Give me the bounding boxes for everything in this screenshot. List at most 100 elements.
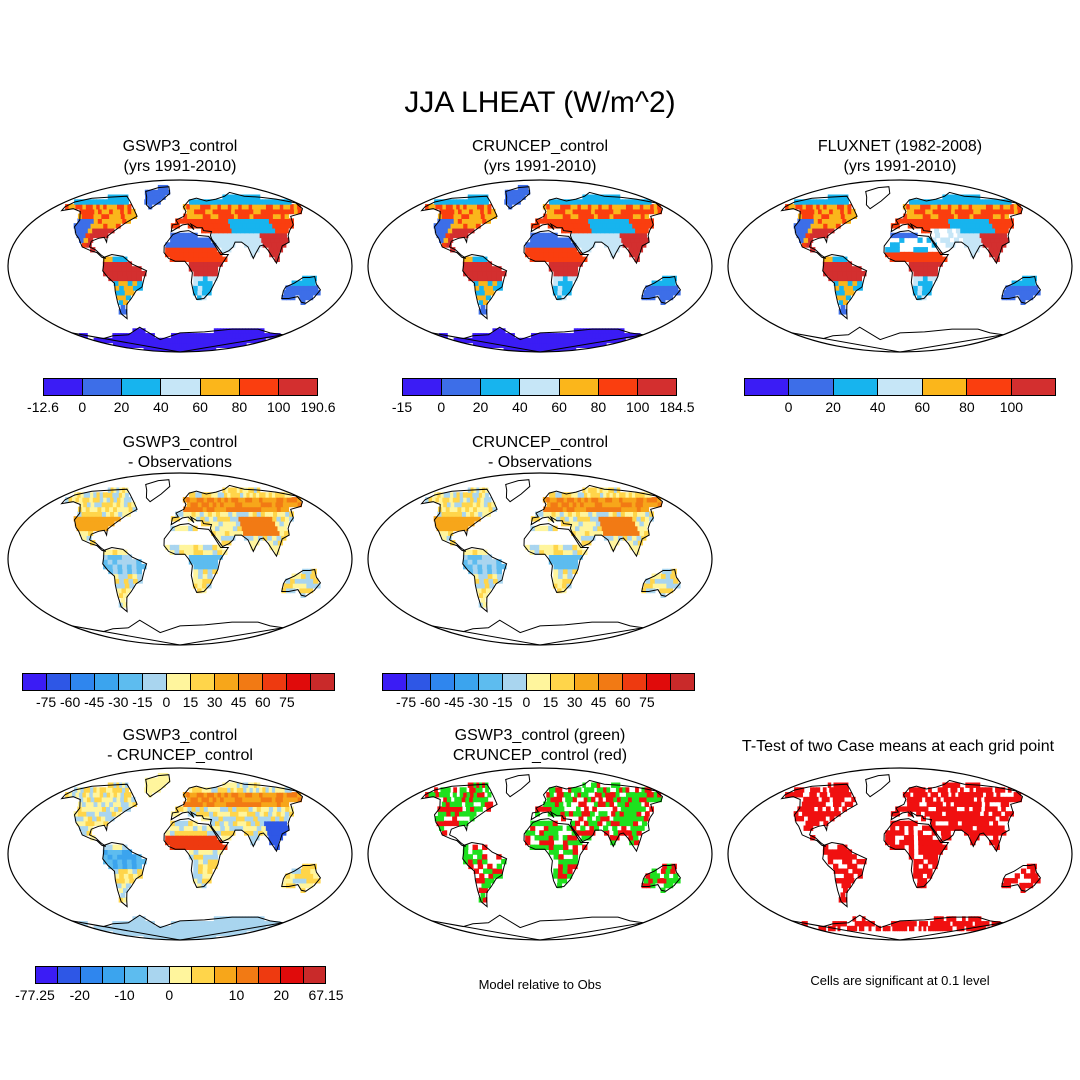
grid-cell: [122, 844, 128, 850]
grid-cell: [234, 792, 239, 798]
grid-cell: [916, 204, 921, 210]
grid-cell: [82, 811, 87, 817]
grid-cell: [653, 208, 659, 215]
grid-cell: [97, 213, 102, 219]
grid-cell: [96, 925, 100, 932]
grid-cell: [150, 337, 154, 344]
grid-cell: [238, 930, 242, 936]
grid-cell: [214, 815, 220, 822]
grid-cell: [639, 815, 645, 822]
grid-cell: [454, 525, 460, 532]
grid-cell: [206, 935, 209, 940]
grid-cell: [92, 815, 98, 822]
grid-cell: [903, 251, 910, 258]
grid-cell: [875, 925, 879, 932]
grid-cell: [461, 208, 466, 215]
coastline-namerica: [60, 195, 138, 259]
grid-cell: [225, 930, 229, 936]
grid-cell: [123, 792, 128, 798]
grid-cell: [456, 497, 461, 503]
grid-cell: [620, 337, 624, 344]
grid-cell: [216, 501, 221, 508]
grid-cell: [146, 347, 149, 352]
grid-cell: [974, 916, 979, 922]
grid-cell: [548, 787, 553, 793]
grid-cell: [122, 930, 125, 936]
grid-cell: [1017, 208, 1022, 215]
grid-cell: [525, 251, 531, 258]
grid-cell: [428, 792, 433, 798]
grid-cell: [222, 194, 226, 200]
grid-cell: [641, 492, 646, 498]
grid-cell: [222, 337, 226, 344]
grid-cell: [113, 568, 119, 575]
grid-cell: [821, 213, 826, 219]
grid-cell: [580, 792, 585, 798]
grid-cell: [203, 930, 206, 936]
grid-cell: [268, 218, 274, 224]
grid-cell: [263, 811, 269, 817]
grid-cell: [102, 492, 107, 498]
grid-cell: [838, 299, 844, 305]
grid-cell: [262, 787, 267, 793]
grid-cell: [567, 347, 570, 352]
grid-cell: [613, 337, 617, 344]
grid-cell: [448, 237, 454, 243]
grid-cell: [563, 554, 569, 560]
grid-cell: [122, 592, 128, 598]
grid-cell: [436, 232, 442, 239]
grid-cell: [195, 511, 201, 517]
grid-cell: [197, 583, 203, 589]
grid-cell: [128, 801, 134, 807]
grid-cell: [534, 347, 537, 352]
grid-cell: [143, 337, 147, 344]
grid-cell: [437, 806, 443, 812]
grid-cell: [279, 497, 284, 503]
grid-cell: [539, 820, 545, 827]
grid-cell: [547, 213, 552, 219]
grid-cell: [563, 261, 569, 267]
grid-cell: [644, 223, 650, 229]
grid-cell: [472, 199, 477, 205]
grid-cell: [89, 506, 95, 512]
grid-cell: [208, 796, 214, 803]
grid-cell: [202, 275, 209, 282]
grid-cell: [935, 218, 941, 224]
grid-cell: [454, 208, 459, 215]
grid-cell: [276, 811, 282, 817]
grid-cell: [621, 237, 627, 243]
grid-cell: [179, 342, 182, 348]
grid-cell: [201, 921, 206, 927]
grid-cell: [217, 849, 223, 855]
grid-cell: [256, 511, 262, 517]
grid-cell: [458, 337, 462, 344]
coastline-africa: [163, 818, 230, 888]
grid-cell: [242, 208, 247, 215]
grid-cell: [310, 280, 316, 286]
grid-cell: [197, 825, 203, 831]
grid-cell: [240, 815, 246, 822]
grid-cell: [837, 204, 842, 210]
grid-cell: [543, 830, 550, 836]
grid-cell: [479, 873, 485, 879]
grid-cell: [592, 218, 597, 224]
grid-cell: [207, 858, 214, 865]
grid-cell: [250, 525, 256, 532]
grid-cell: [832, 256, 838, 262]
grid-cell: [249, 213, 254, 219]
grid-cell: [556, 223, 562, 229]
grid-cell: [155, 347, 158, 352]
grid-cell: [662, 863, 668, 870]
grid-cell: [1030, 878, 1037, 884]
grid-cell: [569, 520, 575, 527]
grid-cell: [470, 497, 475, 503]
grid-cell: [262, 815, 267, 822]
grid-cell: [543, 218, 549, 224]
grid-cell: [840, 290, 846, 296]
grid-cell: [136, 925, 140, 932]
grid-cell: [980, 218, 986, 224]
grid-cell: [136, 275, 143, 282]
grid-cell: [228, 782, 232, 788]
grid-cell: [102, 554, 109, 560]
grid-cell: [86, 535, 92, 541]
